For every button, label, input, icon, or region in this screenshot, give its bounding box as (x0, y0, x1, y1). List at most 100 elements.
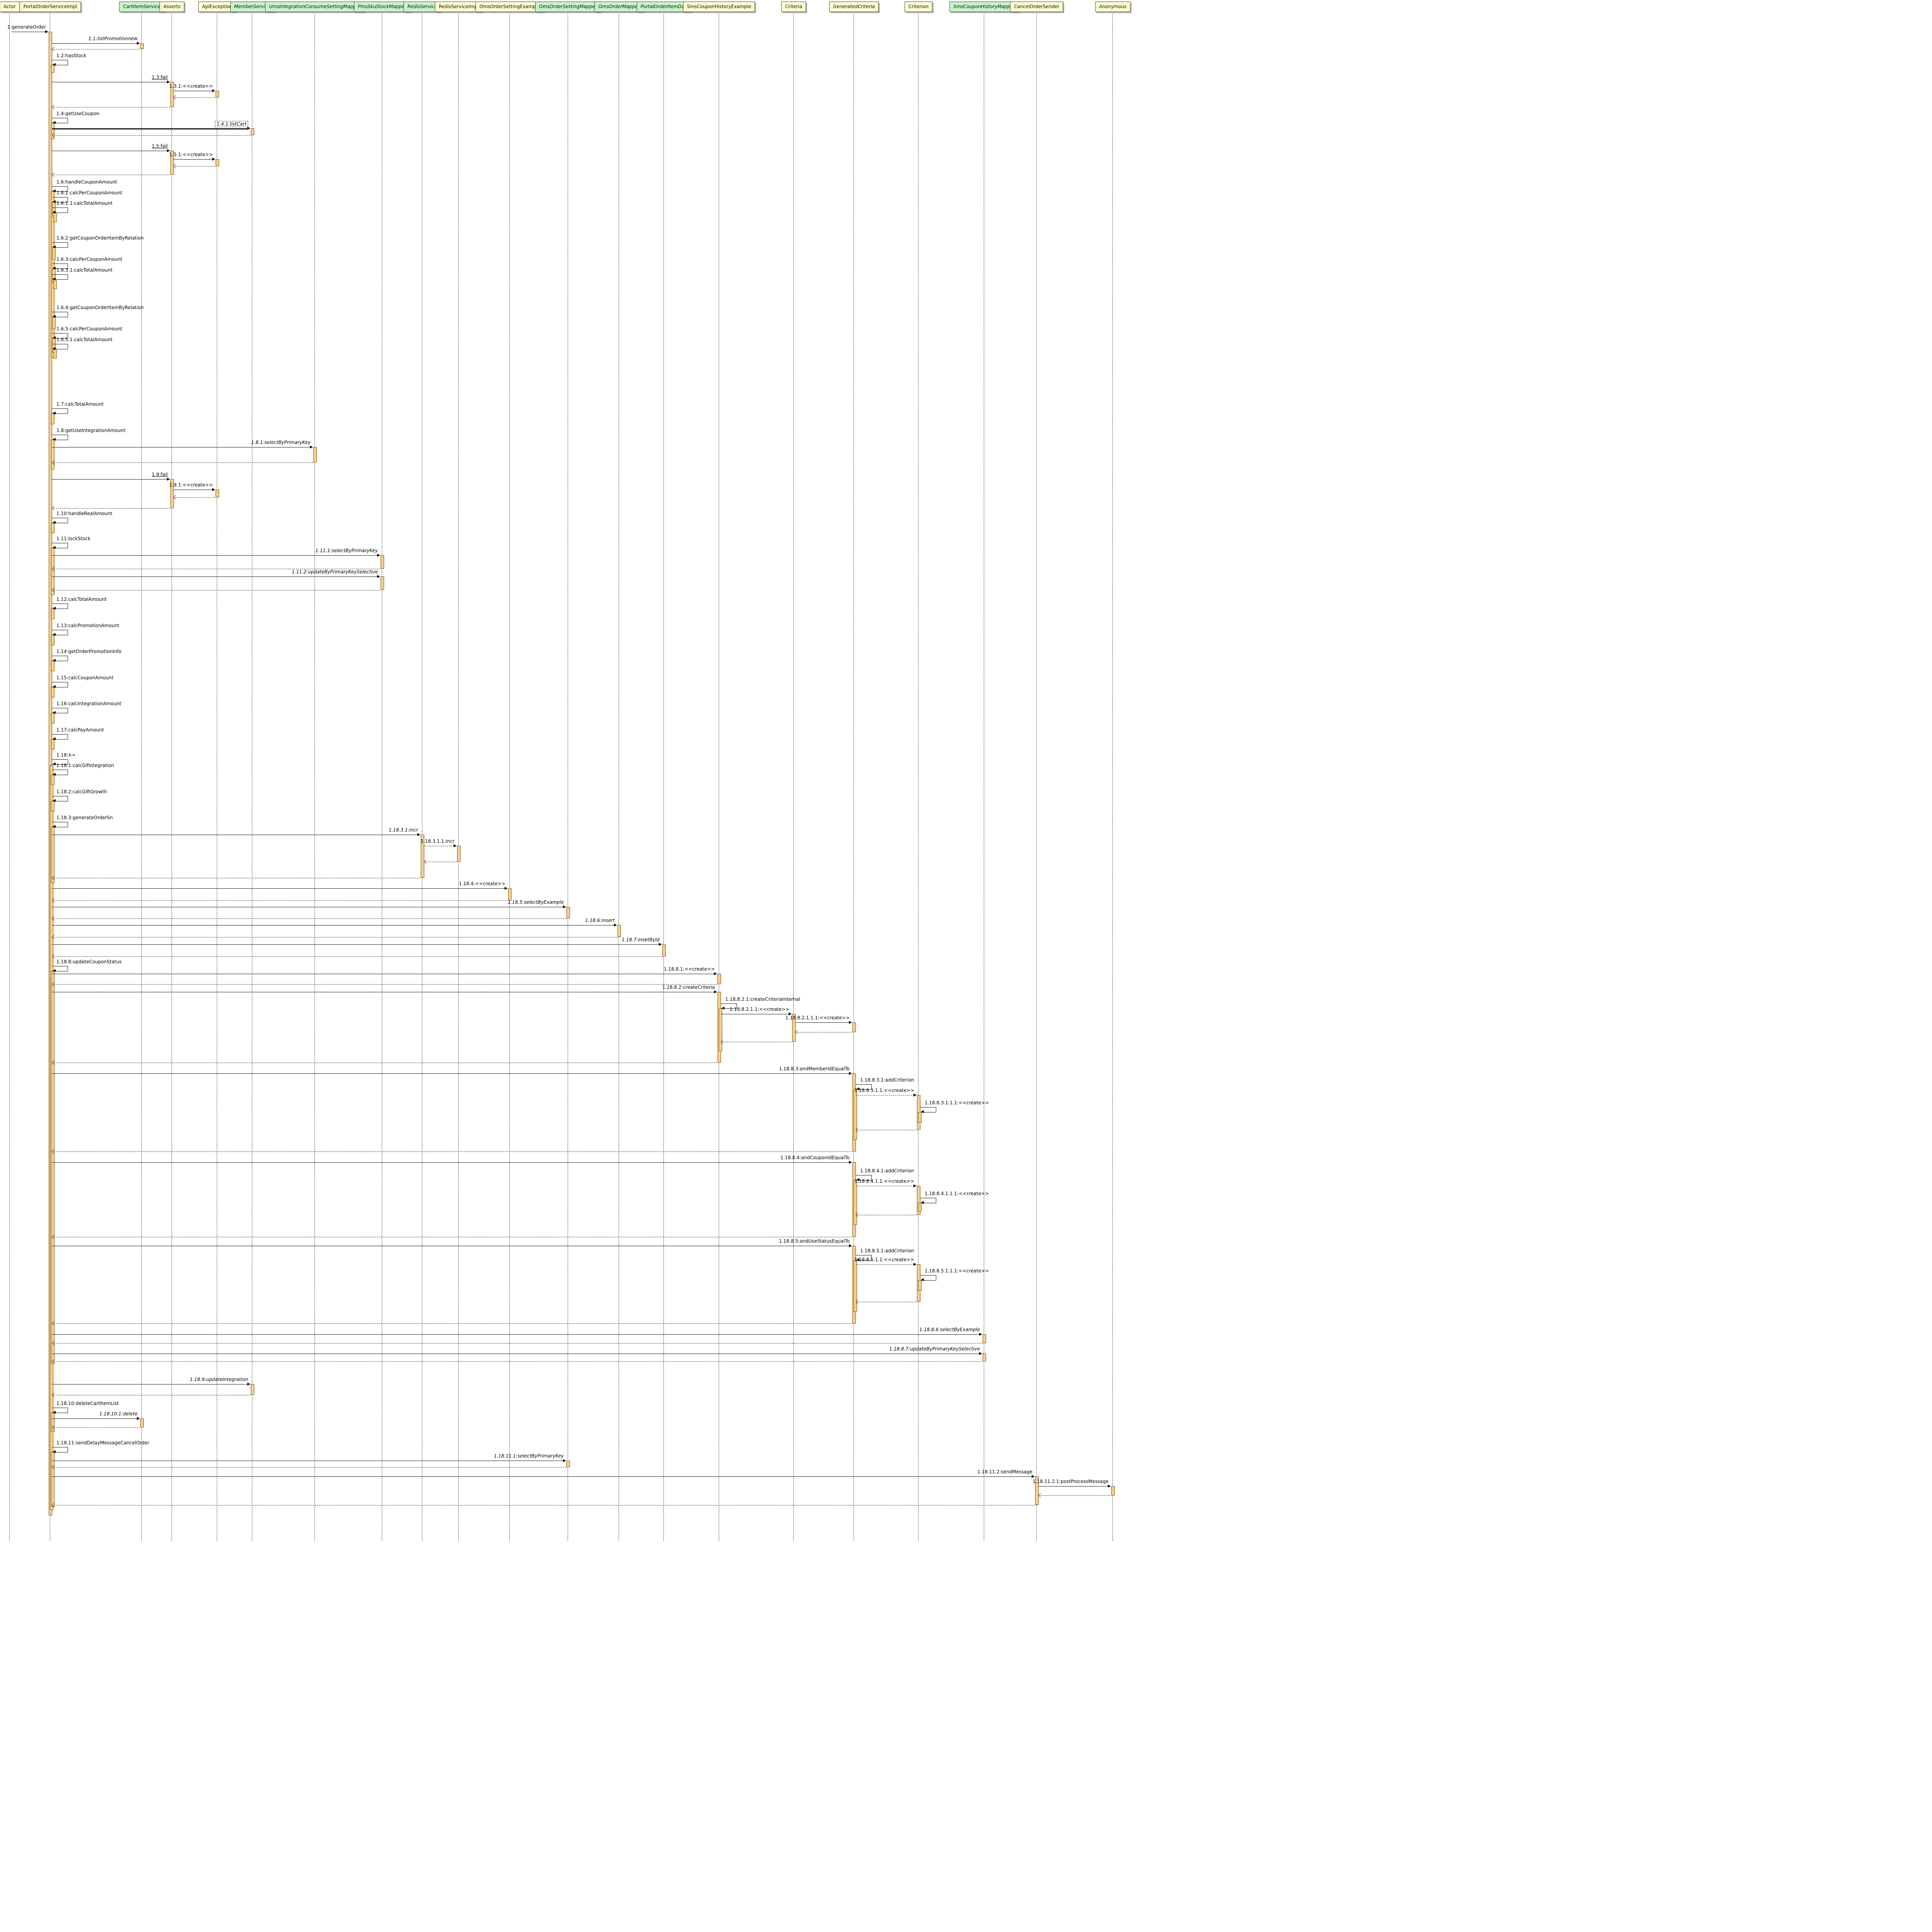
self-call-line (920, 1107, 936, 1112)
message-label: 1.9.1:<<create>> (169, 482, 213, 488)
message-label: 1.18.8.5:andUseStatusEqualTo (779, 1238, 850, 1244)
message-label: 1.12:calcTotalAmount (56, 597, 107, 602)
activation-bar (215, 159, 219, 166)
self-call-arrowhead (856, 1087, 859, 1090)
message-label: 1.18.11:sendDelayMessageCancelOrder (56, 1440, 150, 1446)
message-arrowhead (714, 972, 717, 976)
message-arrowhead (979, 1352, 982, 1355)
message-label: 1.6.2:getCouponOrderItemByRelation (56, 235, 144, 241)
message-label: 1.14:getOrderPromotionInfo (56, 649, 122, 654)
self-call-line (52, 630, 68, 635)
self-call-arrowhead (53, 685, 56, 688)
return-arrowhead (52, 172, 56, 177)
self-call-arrowhead (53, 969, 56, 972)
self-call-arrowhead (53, 336, 56, 339)
lifeline-Anonymous (1112, 14, 1113, 1541)
activation-bar (53, 279, 57, 289)
self-call-line (52, 604, 68, 609)
self-call-arrowhead (53, 189, 56, 192)
self-call-line (52, 186, 68, 192)
message-call-line (52, 555, 378, 556)
self-call-line (52, 1408, 68, 1413)
participant-box-CartItemService: CartItemService (119, 2, 165, 12)
activation-bar (51, 609, 54, 619)
self-call-line (52, 656, 68, 661)
self-call-line (52, 274, 68, 280)
message-return-line (54, 135, 250, 136)
message-label: 1.18.8.3.1:addCriterion (860, 1077, 914, 1083)
message-label: 1.15:calcCouponAmount (56, 675, 114, 680)
return-arrowhead (173, 495, 178, 500)
message-arrowhead (849, 1021, 852, 1024)
self-call-line (52, 60, 68, 65)
activation-bar (215, 490, 219, 497)
message-arrowhead (1032, 1475, 1035, 1478)
message-label: 1.7:calcTotalAmount (56, 401, 104, 407)
message-arrowhead (913, 1184, 917, 1188)
message-return-line (54, 1361, 982, 1362)
self-call-arrowhead (921, 1278, 924, 1281)
activation-bar (982, 1354, 986, 1361)
message-return-line (54, 1323, 852, 1324)
message-label: 1.18.3:generateOrderSn (56, 815, 113, 820)
message-call-line (52, 43, 137, 44)
self-call-arrowhead (53, 711, 56, 714)
activation-bar (51, 801, 54, 811)
return-arrowhead (424, 859, 429, 864)
message-label: 1.18.8.4:andCouponIdEqualTo (780, 1155, 850, 1160)
message-label: 1.18.8:updateCouponStatus (56, 959, 122, 964)
activation-bar (566, 907, 570, 918)
activation-bar (792, 1014, 796, 1042)
message-label: 1.8.1:selectByPrimaryKey (251, 440, 311, 445)
self-call-arrowhead (53, 245, 56, 248)
message-label: 1:generateOrder (7, 24, 46, 30)
message-call-line (52, 944, 659, 945)
message-call-line (52, 1073, 849, 1074)
message-return-line (54, 918, 566, 919)
message-arrowhead (417, 833, 420, 837)
activation-bar (420, 835, 424, 878)
lifeline-RedisServiceImpl (458, 14, 459, 1541)
self-call-line (52, 734, 68, 740)
message-arrowhead (849, 1072, 852, 1075)
message-label: 1.18.8.7:updateByPrimaryKeySelective (889, 1346, 980, 1352)
message-label: 1.6.1:calcPerCouponAmount (56, 190, 122, 196)
message-label: 1.18.5:selectByExample (507, 900, 564, 905)
self-call-line (52, 435, 68, 440)
activation-bar (51, 635, 54, 645)
activation-bar (215, 91, 219, 97)
message-label: 1.18.3.1.1:incr (420, 838, 454, 844)
message-call-line (52, 1476, 1032, 1477)
activation-bar (51, 713, 54, 723)
sequence-diagram: Actor PortalOrderServiceImpl CartItemServi… (0, 0, 1158, 1541)
message-arrowhead (247, 127, 250, 130)
message-label: 1.18.8.4.1.1:<<create>> (854, 1179, 914, 1184)
message-return-line (54, 1467, 566, 1468)
message-call-line (796, 1022, 849, 1023)
message-call-line (856, 1264, 914, 1265)
self-call-line (52, 682, 68, 687)
message-arrowhead (167, 478, 170, 481)
self-call-line (52, 708, 68, 713)
message-label: 1.18.3.1:incr (388, 827, 418, 833)
self-call-line (52, 518, 68, 523)
participant-box-GeneratedCriteria: GeneratedCriteria (829, 2, 879, 12)
activation-bar (566, 1461, 570, 1467)
message-label: 1.18.1:calcGifIntegration (56, 763, 114, 768)
message-label: 1.18.8.3:andMemberIdEqualTo (779, 1066, 850, 1071)
self-call-line (856, 1255, 872, 1260)
message-arrowhead (979, 1333, 982, 1336)
participant-box-UmsIntegrationConsumeSettingMapper: UmsIntegrationConsumeSettingMapper (265, 2, 365, 12)
message-arrowhead (212, 488, 215, 492)
participant-box-Criteria: Criteria (781, 2, 806, 12)
message-return-line (1041, 1495, 1111, 1496)
message-arrowhead (167, 80, 170, 84)
message-label: 1.13:calcPromotionAmount (56, 623, 119, 628)
activation-bar (617, 925, 621, 937)
message-label: 1.18.7:insetById (622, 937, 660, 942)
message-call-line (52, 479, 167, 480)
message-label: 1.10:handleRealAmount (56, 511, 112, 516)
participant-box-PortalOrderServiceImpl: PortalOrderServiceImpl (19, 2, 81, 12)
message-arrowhead (310, 446, 313, 449)
message-label: 1.18.8.5.1:addCriterion (860, 1248, 914, 1253)
